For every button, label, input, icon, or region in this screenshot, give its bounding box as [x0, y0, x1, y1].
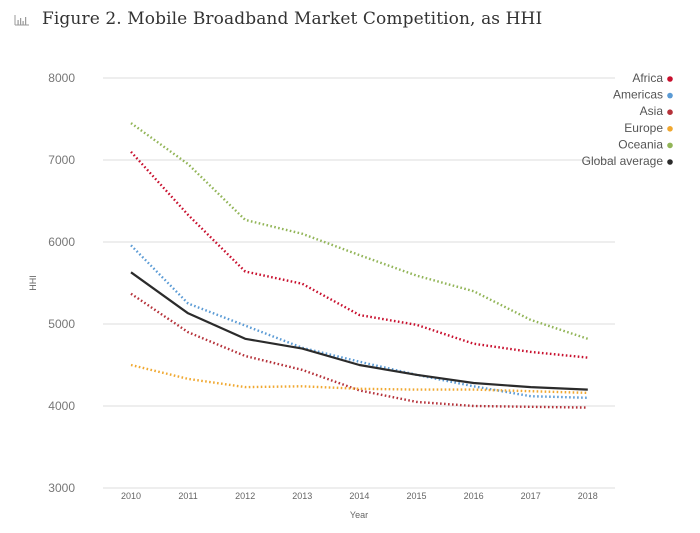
legend: Africa Americas Asia Europe Oceania Global av… — [582, 71, 673, 168]
x-axis-label: Year — [350, 510, 368, 520]
y-tick-label: 4000 — [48, 399, 75, 413]
legend-label: Europe — [624, 121, 663, 135]
x-tick-label: 2017 — [521, 491, 541, 501]
y-tick-label: 3000 — [48, 481, 75, 495]
legend-item[interactable]: Asia — [640, 104, 673, 118]
series-line-global-average — [130, 271, 588, 391]
x-tick-label: 2016 — [464, 491, 484, 501]
legend-label: Asia — [640, 104, 664, 118]
x-axis-ticks: 2010 2011 2012 2013 2014 2015 2016 2017 2018 — [121, 491, 598, 501]
legend-item[interactable]: Europe — [624, 121, 673, 135]
legend-item[interactable]: Africa — [632, 71, 673, 85]
legend-marker — [667, 92, 673, 99]
legend-item[interactable]: Global average — [582, 154, 673, 168]
series-line-africa — [130, 150, 588, 359]
series-line-oceania — [130, 122, 589, 340]
legend-label: Global average — [582, 154, 664, 168]
x-tick-label: 2010 — [121, 491, 141, 501]
x-tick-label: 2011 — [178, 491, 197, 501]
series-line-asia — [130, 292, 588, 409]
figure-title-row: Figure 2. Mobile Broadband Market Compet… — [14, 6, 542, 32]
legend-marker — [667, 159, 673, 165]
y-axis-label: HHI — [28, 275, 38, 291]
legend-item[interactable]: Oceania — [618, 137, 673, 151]
gridlines — [103, 77, 615, 489]
y-tick-label: 8000 — [48, 71, 75, 85]
x-tick-label: 2015 — [406, 491, 426, 501]
legend-label: Africa — [632, 71, 663, 85]
y-axis-ticks: 3000 4000 5000 6000 7000 8000 — [48, 71, 75, 495]
series-line-europe — [130, 363, 588, 395]
legend-marker — [667, 142, 673, 149]
legend-item[interactable]: Americas — [613, 88, 673, 102]
legend-marker — [667, 76, 673, 82]
series-line-americas — [130, 244, 588, 399]
x-tick-label: 2012 — [235, 491, 255, 501]
x-tick-label: 2018 — [578, 491, 598, 501]
y-tick-label: 7000 — [48, 153, 75, 167]
x-tick-label: 2014 — [349, 491, 369, 501]
x-tick-label: 2013 — [292, 491, 312, 501]
y-tick-label: 5000 — [48, 317, 75, 331]
legend-label: Americas — [613, 88, 663, 102]
series-lines — [130, 122, 589, 409]
legend-marker — [667, 126, 673, 132]
bar-chart-icon — [14, 13, 30, 26]
legend-label: Oceania — [618, 137, 663, 151]
legend-marker — [667, 109, 673, 115]
figure-title: Figure 2. Mobile Broadband Market Compet… — [42, 9, 543, 29]
y-tick-label: 6000 — [48, 235, 75, 249]
